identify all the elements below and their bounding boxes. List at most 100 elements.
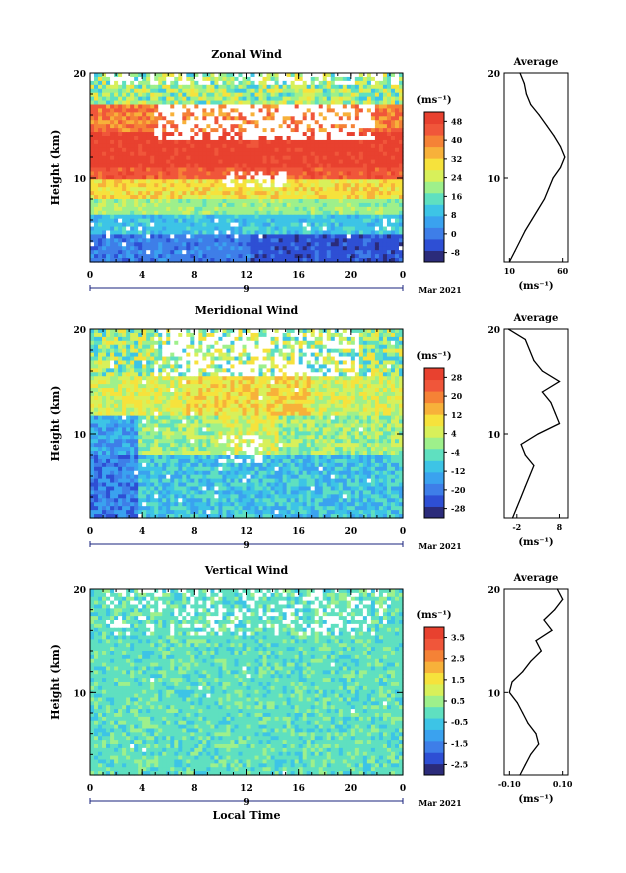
heatmap-cell <box>122 376 127 381</box>
heatmap-cell <box>90 108 95 113</box>
heatmap-cell <box>202 218 207 224</box>
heatmap-cell <box>230 73 236 78</box>
heatmap-cell <box>178 348 183 354</box>
heatmap-cell <box>122 344 127 350</box>
heatmap-cell <box>110 147 115 153</box>
heatmap-cell <box>302 136 308 141</box>
heatmap-cell <box>214 88 220 94</box>
heatmap-cell <box>154 364 159 369</box>
heatmap-cell <box>146 159 151 165</box>
heatmap-cell <box>122 380 127 385</box>
heatmap-cell <box>286 175 292 180</box>
heatmap-cell <box>202 332 207 338</box>
heatmap-cell <box>286 116 292 121</box>
heatmap-cell <box>282 230 288 236</box>
heatmap-cell <box>270 124 276 129</box>
heatmap-cell <box>290 179 296 184</box>
heatmap-cell <box>250 100 256 106</box>
heatmap-cell <box>374 250 380 255</box>
heatmap-cell <box>234 120 240 125</box>
heatmap-cell <box>362 348 368 354</box>
heatmap-cell <box>158 332 163 338</box>
heatmap-cell <box>222 191 228 196</box>
heatmap-cell <box>130 250 135 255</box>
heatmap-cell <box>226 183 232 188</box>
heatmap-cell <box>130 364 135 369</box>
heatmap-cell <box>370 179 376 184</box>
heatmap-cell <box>210 230 215 236</box>
heatmap-cell <box>258 218 264 224</box>
heatmap-cell <box>258 73 264 78</box>
heatmap-cell <box>218 183 224 188</box>
heatmap-cell <box>314 254 320 259</box>
heatmap-cell <box>90 202 95 208</box>
heatmap-cell <box>206 360 211 366</box>
heatmap-cell <box>154 73 159 78</box>
heatmap-cell <box>226 344 232 350</box>
heatmap-cell <box>258 76 264 82</box>
heatmap-cell <box>246 84 252 90</box>
heatmap-cell <box>370 167 376 173</box>
heatmap-cell <box>182 202 187 208</box>
heatmap-cell <box>222 92 228 98</box>
heatmap-cell <box>334 132 340 137</box>
heatmap-cell <box>178 155 183 161</box>
heatmap-cell <box>322 96 328 102</box>
heatmap-cell <box>134 167 139 173</box>
heatmap-cell <box>306 143 312 149</box>
heatmap-cell <box>182 258 187 263</box>
heatmap-cell <box>150 372 155 377</box>
heatmap-cell <box>210 258 215 263</box>
heatmap-cell <box>186 329 191 334</box>
heatmap-cell <box>346 108 352 113</box>
heatmap-cell <box>298 187 304 192</box>
heatmap-cell <box>362 218 368 224</box>
heatmap-cell <box>122 124 127 129</box>
heatmap-cell <box>338 206 344 212</box>
heatmap-cell <box>242 175 248 180</box>
heatmap-cell <box>294 183 300 188</box>
heatmap-cell <box>274 238 280 243</box>
heatmap-cell <box>370 234 376 239</box>
heatmap-cell <box>162 112 167 117</box>
heatmap-cell <box>174 112 179 117</box>
heatmap-cell <box>238 155 244 161</box>
heatmap-cell <box>382 368 388 373</box>
heatmap-cell <box>162 96 167 102</box>
heatmap-cell <box>174 218 179 224</box>
heatmap-cell <box>306 159 312 165</box>
heatmap-cell <box>346 340 352 346</box>
heatmap-cell <box>178 112 183 117</box>
heatmap-cell <box>162 120 167 125</box>
heatmap-cell <box>306 372 312 377</box>
heatmap-cell <box>110 116 115 121</box>
heatmap-cell <box>270 199 276 204</box>
colorbar-swatch <box>424 181 444 194</box>
heatmap-cell <box>138 368 143 373</box>
heatmap-cell <box>238 352 244 358</box>
heatmap-cell <box>290 380 296 385</box>
heatmap-cell <box>358 96 364 102</box>
heatmap-cell <box>366 108 372 113</box>
heatmap-cell <box>190 218 195 224</box>
heatmap-cell <box>306 234 312 239</box>
heatmap-cell <box>230 167 236 173</box>
heatmap-cell <box>346 80 352 86</box>
heatmap-cell <box>218 120 224 125</box>
heatmap-cell <box>278 147 284 153</box>
heatmap-cell <box>170 336 175 342</box>
heatmap-cell <box>246 120 252 125</box>
heatmap-cell <box>166 336 171 342</box>
heatmap-cell <box>342 155 348 161</box>
heatmap-cell <box>270 191 276 196</box>
heatmap-cell <box>118 80 123 86</box>
heatmap-cell <box>210 238 215 243</box>
heatmap-cell <box>218 380 224 385</box>
heatmap-cell <box>294 108 300 113</box>
heatmap-cell <box>118 143 123 149</box>
heatmap-cell <box>146 175 151 180</box>
heatmap-cell <box>166 183 171 188</box>
heatmap-cell <box>138 226 143 232</box>
heatmap-cell <box>138 222 143 228</box>
heatmap-cell <box>202 356 207 362</box>
